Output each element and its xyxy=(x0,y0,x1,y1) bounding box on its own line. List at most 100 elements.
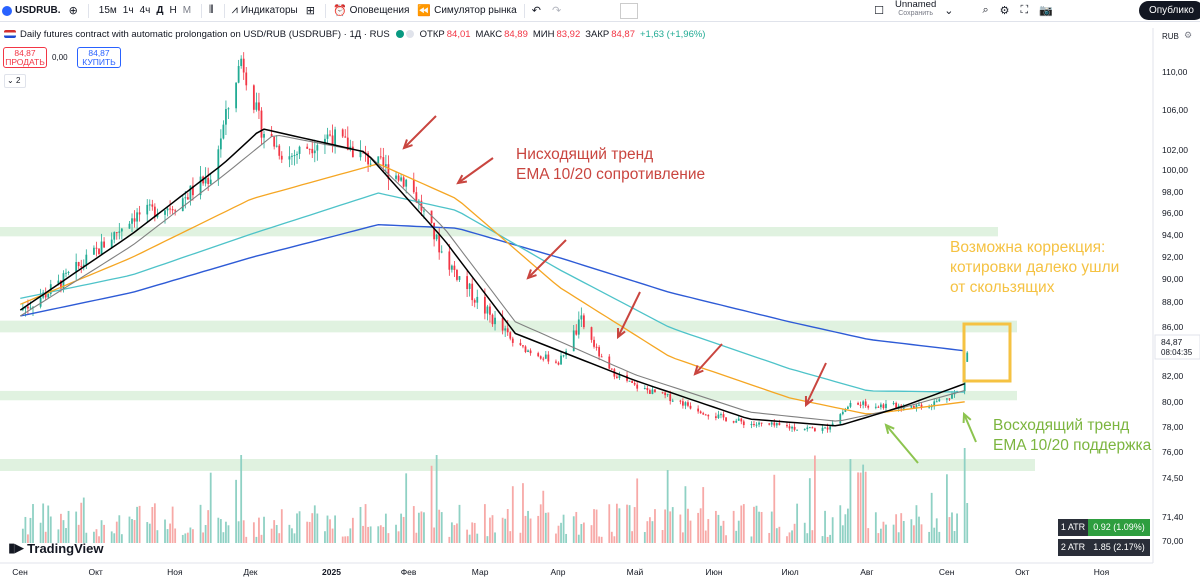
axis-settings-icon[interactable]: ⚙ xyxy=(1184,30,1193,40)
volume-bar xyxy=(468,534,471,543)
volume-bar xyxy=(379,525,382,543)
candle-body xyxy=(560,355,562,365)
candle-body xyxy=(192,185,194,196)
volume-bar xyxy=(252,522,255,543)
candle-body xyxy=(735,420,738,423)
volume-bar xyxy=(192,529,194,543)
toolbar-divider xyxy=(223,3,225,18)
fullscreen-button[interactable] xyxy=(616,0,642,22)
candle-body xyxy=(174,210,177,212)
layout-dropdown[interactable]: ⌄ xyxy=(940,0,960,22)
volume-bar xyxy=(227,525,230,543)
candle-body xyxy=(918,404,920,406)
volume-bar xyxy=(148,523,151,543)
volume-bar xyxy=(590,525,593,543)
volume-bar xyxy=(133,520,136,543)
candle-body xyxy=(367,153,370,165)
volume-bar xyxy=(308,521,311,543)
interval-4h[interactable]: 4ч xyxy=(139,5,151,16)
volume-bar xyxy=(32,504,34,543)
trend-arrow xyxy=(457,157,494,184)
chevron-down-icon: ⌄ xyxy=(944,5,954,17)
volume-bar xyxy=(557,525,560,543)
tradingview-logo[interactable]: ▮▶ TradingView xyxy=(8,540,104,556)
redo-button[interactable]: ↷ xyxy=(548,0,568,22)
candle-body xyxy=(311,148,314,154)
candle-body xyxy=(412,179,415,193)
collapse-indicators-button[interactable]: ⌄ 2 xyxy=(4,74,26,88)
sell-button[interactable]: 84,87 ПРОДАТЬ xyxy=(3,47,47,68)
trend-arrow xyxy=(527,239,567,279)
templates-button[interactable]: ⊞ xyxy=(302,0,322,22)
interval-week[interactable]: Н xyxy=(169,5,177,16)
support-zone xyxy=(0,226,998,237)
candle-body xyxy=(433,222,436,240)
candle-body xyxy=(770,422,773,425)
candle-body xyxy=(826,427,829,430)
price-tick: 98,00 xyxy=(1162,187,1184,197)
ema200-line xyxy=(20,223,965,352)
volume-bar xyxy=(714,510,717,543)
volume-bar xyxy=(75,511,78,543)
candle-body xyxy=(501,317,504,331)
candle-body xyxy=(593,339,595,347)
volume-bar xyxy=(98,536,100,543)
volume-bar xyxy=(458,504,461,543)
candle-body xyxy=(308,148,311,150)
candle-body xyxy=(128,223,131,229)
currency-label[interactable]: RUB xyxy=(1162,32,1179,41)
interval-1h[interactable]: 1ч xyxy=(122,5,134,16)
quick-search-button[interactable]: ⌕ xyxy=(978,0,995,22)
alerts-button[interactable]: ⏰ Оповещения xyxy=(329,0,413,22)
indicators-button[interactable]: ⩘ Индикаторы xyxy=(228,0,302,22)
volume-bar xyxy=(598,536,601,543)
candle-body xyxy=(847,406,849,410)
snapshot-button[interactable]: 📷 xyxy=(1035,0,1060,22)
volume-bar xyxy=(415,532,418,543)
collapsed-count: 2 xyxy=(15,76,21,85)
open-label: ОТКР xyxy=(419,28,445,40)
symbol-search-button[interactable]: USDRUB. xyxy=(0,0,65,22)
candle-body xyxy=(885,403,887,409)
candle-body xyxy=(67,272,70,274)
fullscreen-toggle[interactable]: ⛶ xyxy=(1017,0,1036,22)
volume-bar xyxy=(202,532,204,543)
interval-15m[interactable]: 15м xyxy=(98,5,117,16)
settings-button[interactable]: ⚙ xyxy=(996,0,1017,22)
candle-body xyxy=(910,406,913,408)
legend-title[interactable]: Daily futures contract with automatic pr… xyxy=(20,28,390,40)
volume-bar xyxy=(796,503,799,543)
plus-circle-icon: ⊕ xyxy=(68,5,78,17)
volume-bar xyxy=(740,505,743,543)
chart-type-button[interactable]: ⫴ xyxy=(205,0,221,22)
undo-button[interactable]: ↶ xyxy=(528,0,548,22)
volume-bar xyxy=(128,516,131,543)
candle-body xyxy=(786,425,788,427)
volume-bar xyxy=(946,474,948,543)
candle-body xyxy=(324,138,326,146)
volume-bar xyxy=(648,517,651,543)
replay-button[interactable]: ⏪ Симулятор рынка xyxy=(413,0,520,22)
volume-bar xyxy=(258,517,260,543)
candle-body xyxy=(938,399,941,402)
candle-body xyxy=(331,135,334,146)
layout-checkbox[interactable]: ☐ xyxy=(870,0,891,22)
volume-bar xyxy=(397,531,400,543)
volume-bar xyxy=(882,521,885,543)
candle-body xyxy=(27,306,29,309)
add-symbol-button[interactable]: ⊕ xyxy=(65,0,85,22)
layout-name-button[interactable]: Unnamed Сохранить xyxy=(891,0,940,22)
interval-day[interactable]: Д xyxy=(156,5,164,16)
volume-bar xyxy=(877,533,880,543)
volume-bar xyxy=(920,524,923,543)
buy-button[interactable]: 84,87 КУПИТЬ xyxy=(77,47,121,68)
volume-bar xyxy=(103,524,105,543)
volume-bar xyxy=(671,507,674,543)
publish-button[interactable]: Опублико xyxy=(1138,1,1200,20)
interval-month[interactable]: М xyxy=(182,5,192,16)
candle-body xyxy=(156,214,159,218)
volume-bar xyxy=(560,522,562,543)
trend-arrow xyxy=(805,362,827,406)
candle-body xyxy=(666,394,669,396)
